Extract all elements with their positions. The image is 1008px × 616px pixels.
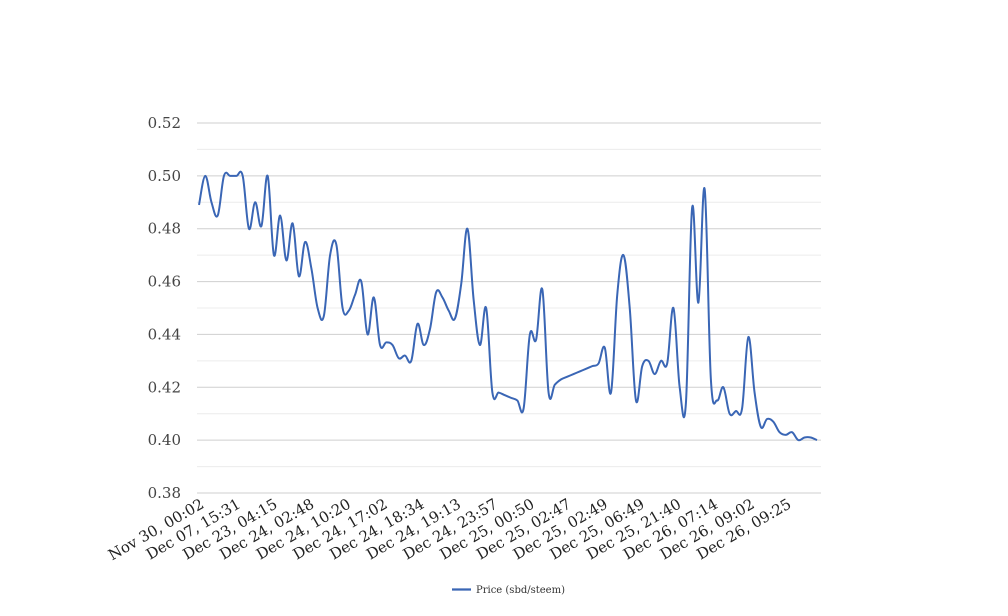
y-tick-label: 0.48 (148, 220, 181, 238)
y-tick-label: 0.42 (148, 378, 181, 396)
y-axis-ticks: 0.52 0.50 0.48 0.46 0.44 0.42 0.40 0.38 (148, 114, 181, 502)
y-tick-label: 0.46 (148, 273, 181, 291)
y-tick-label: 0.38 (148, 484, 181, 502)
gridlines (197, 122, 821, 494)
y-tick-label: 0.52 (148, 114, 181, 132)
series-lines (198, 170, 818, 442)
legend-label: Price (sbd/steem) (476, 585, 565, 596)
legend: Price (sbd/steem) (452, 585, 565, 596)
y-tick-label: 0.44 (148, 325, 181, 343)
series-line-price (198, 170, 818, 442)
y-tick-label: 0.40 (148, 431, 181, 449)
y-tick-label: 0.50 (148, 167, 181, 185)
